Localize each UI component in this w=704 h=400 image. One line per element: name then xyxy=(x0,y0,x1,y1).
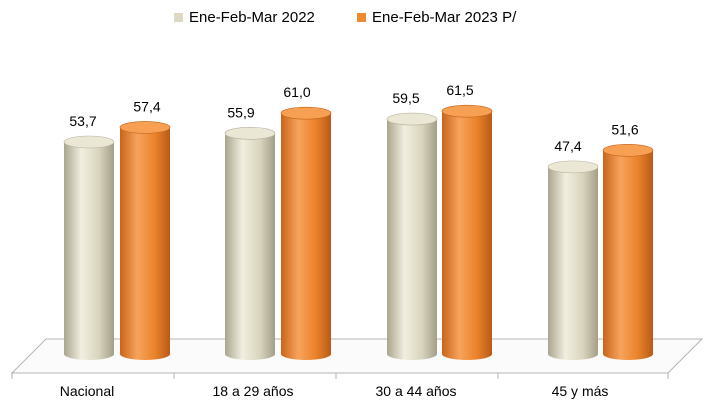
bar xyxy=(119,121,171,361)
data-label: 61,5 xyxy=(446,82,473,98)
bar xyxy=(386,112,438,361)
bar-cap xyxy=(441,104,493,118)
bar-body xyxy=(442,111,492,361)
data-label: 57,4 xyxy=(133,98,160,114)
bar-cap xyxy=(386,112,438,126)
data-label: 61,0 xyxy=(283,84,310,100)
chart-floor xyxy=(10,338,704,374)
bar-body xyxy=(603,150,653,360)
bar-cap xyxy=(280,106,332,120)
bar-body xyxy=(120,127,170,361)
category-label: 18 a 29 años xyxy=(213,383,294,399)
bar-body xyxy=(64,142,114,360)
bar xyxy=(224,127,276,360)
data-label: 51,6 xyxy=(611,121,638,137)
bar-cap xyxy=(602,143,654,157)
bar-body xyxy=(281,113,331,360)
bar xyxy=(441,104,493,361)
bar xyxy=(602,143,654,360)
legend-label-2023: Ene-Feb-Mar 2023 P/ xyxy=(372,9,517,26)
category-label: 45 y más xyxy=(552,383,609,399)
bar-cap xyxy=(119,121,171,134)
bar-cap xyxy=(63,135,115,149)
category-label: Nacional xyxy=(60,383,114,399)
data-label: 59,5 xyxy=(392,90,419,106)
legend-item-2022: Ene-Feb-Mar 2022 xyxy=(174,9,315,26)
bar xyxy=(63,135,115,360)
data-label: 55,9 xyxy=(227,104,254,120)
chart-legend: Ene-Feb-Mar 2022 Ene-Feb-Mar 2023 P/ xyxy=(0,9,704,31)
legend-label-2022: Ene-Feb-Mar 2022 xyxy=(189,9,315,26)
bar-cap xyxy=(547,160,599,174)
legend-item-2023: Ene-Feb-Mar 2023 P/ xyxy=(357,9,516,26)
bar-body xyxy=(387,119,437,361)
data-label: 53,7 xyxy=(69,113,96,129)
bar-body xyxy=(225,133,275,360)
legend-swatch-2022 xyxy=(174,13,183,22)
legend-swatch-2023 xyxy=(357,13,366,22)
category-label: 30 a 44 años xyxy=(376,383,457,399)
data-label: 47,4 xyxy=(554,138,581,154)
bar-cap xyxy=(224,127,276,140)
bar-body xyxy=(548,166,598,360)
bar xyxy=(280,106,332,360)
bar xyxy=(547,160,599,360)
